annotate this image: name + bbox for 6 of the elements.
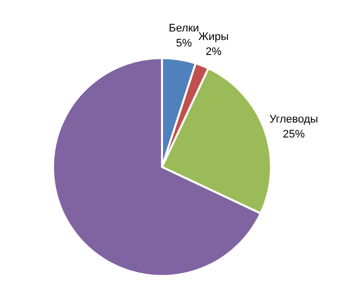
data-label: 25% xyxy=(282,128,305,141)
slice-label: Углеводы xyxy=(269,114,318,126)
data-label: 5% xyxy=(176,38,192,50)
slice-label: Жиры xyxy=(198,30,229,43)
data-label: 2% xyxy=(206,46,222,58)
slice-label: Белки xyxy=(168,22,200,35)
